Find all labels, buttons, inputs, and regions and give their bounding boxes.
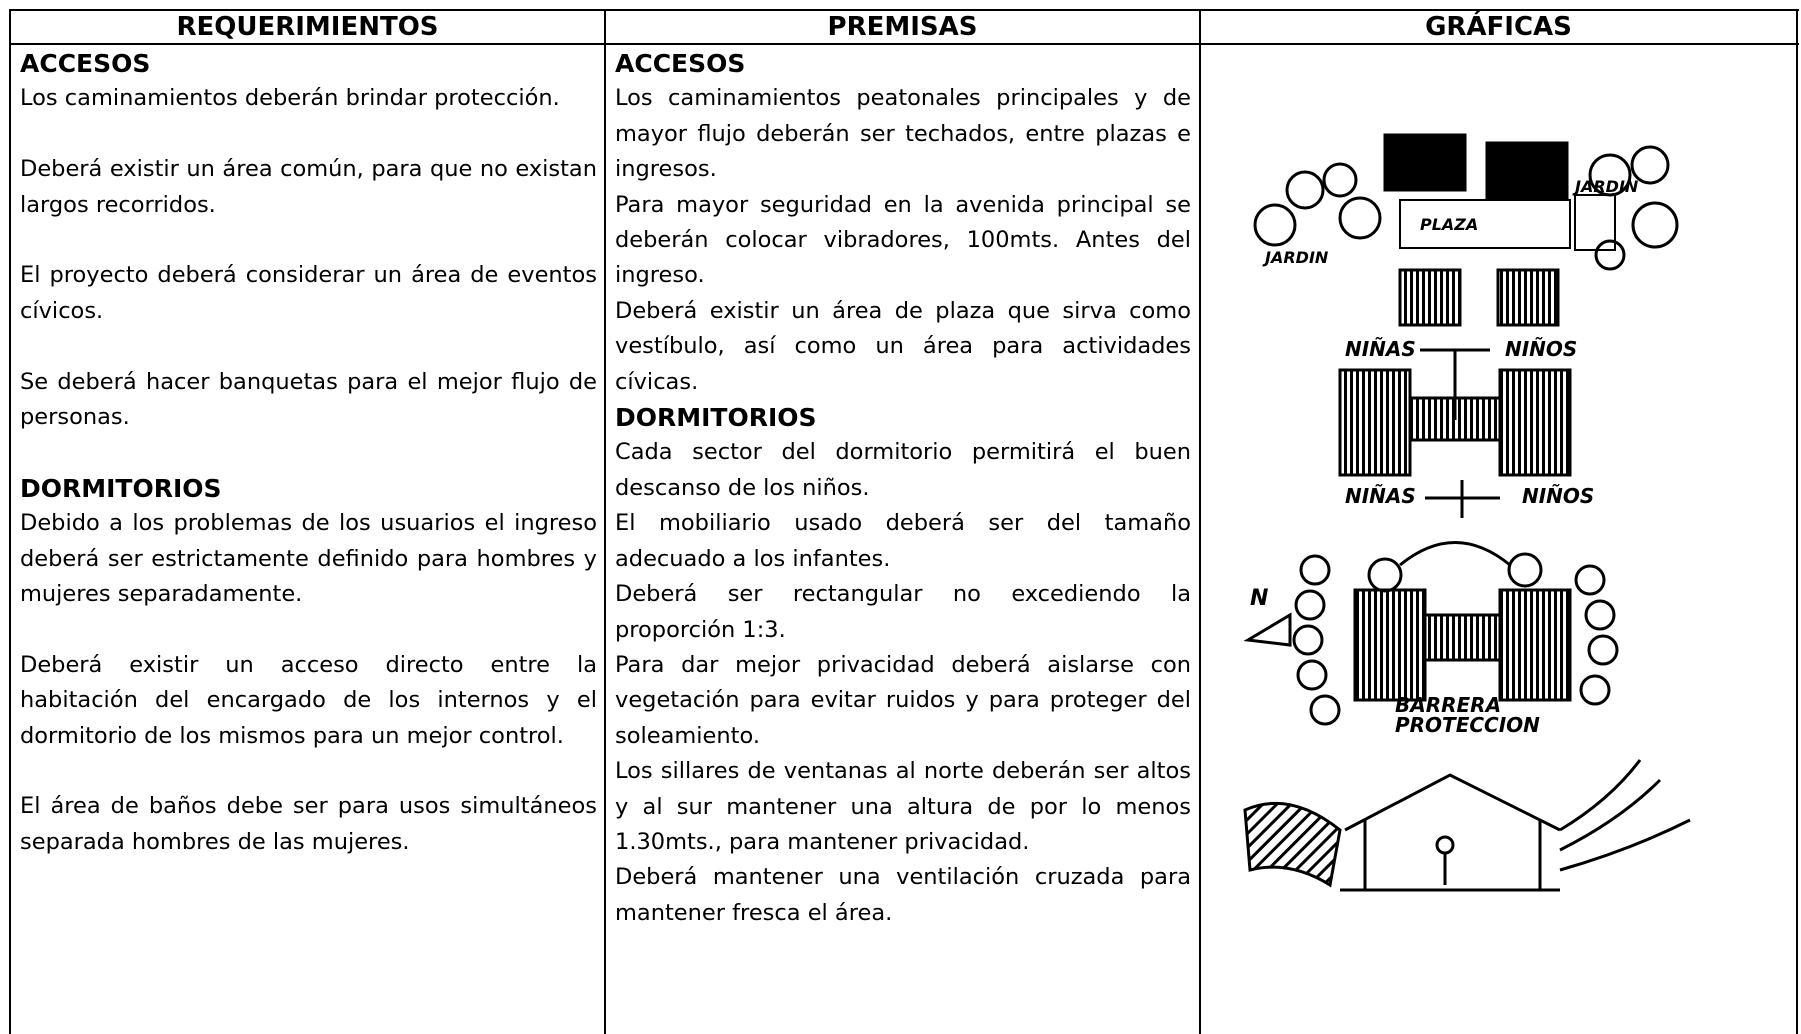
paragraph: Deberá existir un acceso directo entre l… [20,651,597,749]
paragraph: Los sillares de ventanas al norte deberá… [615,758,1191,855]
paragraph: Deberá existir un área de plaza que sirv… [615,297,1191,395]
sketch-label: JARDIN [1262,248,1329,267]
sketch-label: JARDIN [1572,177,1639,196]
section-title: ACCESOS [20,49,151,78]
paragraph: Cada sector del dormitorio permitirá el … [615,439,1191,501]
column: ACCESOS Los caminamientos peatonales prin… [615,46,1191,931]
paragraph: El área de baños debe ser para usos simu… [20,793,597,855]
header: GRÁFICAS [1425,12,1572,42]
header: REQUERIMIENTOS [176,12,439,42]
sketch-label: PLAZA [1420,215,1478,234]
column: ACCESOS Los caminamientos deberán brindar… [20,46,597,896]
paragraph: El mobiliario usado deberá ser del tamañ… [615,510,1191,572]
sketch-label: NIÑOS [1505,337,1577,361]
paragraph: Deberá existir un área común, para que n… [20,156,597,218]
section-title: DORMITORIOS [20,473,222,503]
paragraph: Se deberá hacer banquetas para el mejor … [20,368,597,431]
sketch-label: NIÑOS [1522,484,1594,508]
paragraph: Para dar mejor privacidad deberá aislars… [615,651,1191,749]
paragraph: Para mayor seguridad en la avenida princ… [615,191,1191,289]
sketch-label: PROTECCION [1395,713,1540,737]
border [1796,9,1798,1034]
paragraph: Deberá mantener una ventilación cruzada … [615,864,1191,926]
section-title: ACCESOS [615,49,746,78]
section-title: DORMITORIOS [615,403,817,433]
sketch-label: BARRERA [1395,693,1501,717]
paragraph: Los caminamientos deberán brindar protec… [20,85,560,112]
paragraph: Debido a los problemas de los usuarios e… [20,510,597,608]
paragraph: Deberá ser rectangular no excediendo la … [615,581,1191,643]
border [9,9,1799,11]
border [9,43,1799,45]
border [1199,9,1201,1034]
sketch-label: N [1250,586,1268,611]
sketch-label: NIÑAS [1345,484,1416,508]
border [604,9,606,1034]
paragraph: Los caminamientos peatonales principales… [615,85,1191,183]
border [9,9,11,1034]
header: PREMISAS [827,12,978,42]
sketch-label: NIÑAS [1345,337,1416,361]
paragraph: El proyecto deberá considerar un área de… [20,262,597,324]
